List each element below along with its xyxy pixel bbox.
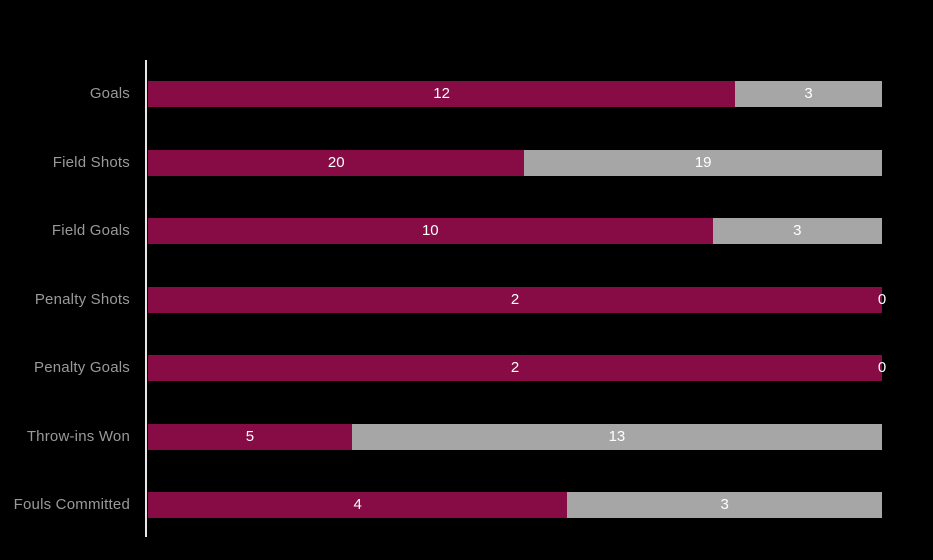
bar-segment-gray: 3 <box>735 81 882 107</box>
value-label-gray: 0 <box>877 359 887 377</box>
chart-row: Penalty Shots 2 0 <box>0 286 886 313</box>
value-label-maroon: 12 <box>433 85 450 102</box>
chart-row: Goals 12 3 <box>0 81 882 107</box>
bar-segment-maroon: 2 <box>148 355 882 382</box>
bar-track: 10 3 <box>148 218 882 245</box>
bar-segment-maroon: 2 <box>148 286 882 313</box>
chart-row: Penalty Goals 2 0 <box>0 355 886 382</box>
vertical-axis-line <box>145 60 147 537</box>
category-label: Field Goals <box>51 222 130 240</box>
bar-segment-gray: 3 <box>567 492 882 519</box>
value-label-gray: 0 <box>877 290 887 308</box>
bar-segment-maroon: 10 <box>148 218 713 245</box>
bar-segment-maroon: 20 <box>148 149 525 176</box>
bar-segment-gray: 19 <box>524 149 882 176</box>
value-label-maroon: 4 <box>353 496 362 514</box>
bar-track: 12 3 <box>148 81 882 107</box>
bar-track: 4 3 <box>148 492 882 519</box>
value-label-gray: 13 <box>608 427 626 445</box>
category-label: Field Shots <box>52 153 130 171</box>
value-label-maroon: 10 <box>421 222 439 240</box>
category-label: Fouls Committed <box>13 496 130 514</box>
value-label-gray: 19 <box>694 153 712 171</box>
value-label-gray: 3 <box>793 222 802 240</box>
category-label: Penalty Goals <box>34 359 130 377</box>
value-label-gray: 3 <box>720 496 729 514</box>
value-label-maroon: 2 <box>510 359 520 377</box>
value-label-maroon: 5 <box>245 427 255 445</box>
value-label-gray: 3 <box>804 85 813 102</box>
bar-track: 5 13 <box>148 423 882 450</box>
chart-row: Field Shots 20 19 <box>0 149 882 176</box>
bar-segment-maroon: 5 <box>148 423 352 450</box>
category-label: Penalty Shots <box>34 290 130 308</box>
bar-segment-maroon: 4 <box>148 492 568 519</box>
bar-track: 2 0 <box>148 286 886 313</box>
chart-row: Fouls Committed 4 3 <box>0 492 882 519</box>
bar-segment-gray: 13 <box>351 423 882 450</box>
category-label: Goals <box>89 85 130 102</box>
bar-segment-maroon: 12 <box>148 81 736 107</box>
category-label: Throw-ins Won <box>26 427 130 445</box>
bar-track: 20 19 <box>148 149 882 176</box>
chart-row: Field Goals 10 3 <box>0 218 882 245</box>
value-label-maroon: 20 <box>327 153 345 171</box>
bar-track: 2 0 <box>148 355 886 382</box>
value-label-maroon: 2 <box>510 290 520 308</box>
bar-segment-gray: 3 <box>712 218 882 245</box>
chart-row: Throw-ins Won 5 13 <box>0 423 882 450</box>
